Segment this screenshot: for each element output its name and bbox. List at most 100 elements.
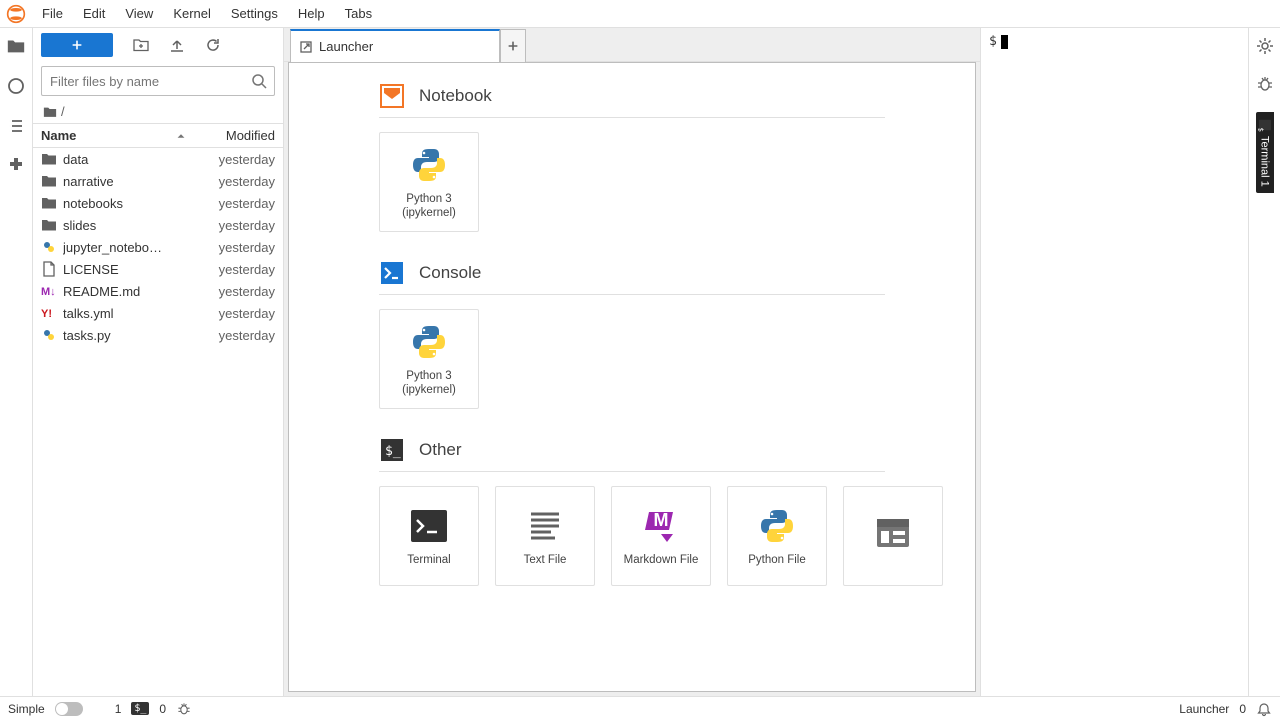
launcher-card[interactable]: Python File: [727, 486, 827, 586]
launcher-section-other: Other Terminal Text File Markdown File P…: [379, 437, 975, 586]
file-modified: yesterday: [219, 174, 275, 189]
property-inspector-icon[interactable]: [1255, 36, 1275, 56]
file-modified: yesterday: [219, 218, 275, 233]
file-icon: [41, 261, 57, 277]
column-name[interactable]: Name: [41, 128, 195, 143]
toc-icon[interactable]: [6, 116, 26, 136]
running-icon[interactable]: [6, 76, 26, 96]
column-modified[interactable]: Modified: [195, 128, 275, 143]
file-row[interactable]: talks.yml yesterday: [33, 302, 283, 324]
section-header: Notebook: [379, 83, 885, 118]
terminal-pane[interactable]: $: [980, 28, 1248, 696]
tab-launcher[interactable]: Launcher: [290, 29, 500, 62]
terminal-count: 0: [159, 702, 166, 716]
python-icon: [755, 504, 799, 548]
file-browser-toolbar: [33, 28, 283, 62]
card-label: Python 3(ipykernel): [402, 370, 456, 398]
menu-kernel[interactable]: Kernel: [163, 2, 221, 25]
file-modified: yesterday: [219, 240, 275, 255]
file-row[interactable]: tasks.py yesterday: [33, 324, 283, 346]
section-title: Console: [419, 263, 481, 283]
launcher-card[interactable]: [843, 486, 943, 586]
upload-icon[interactable]: [169, 37, 185, 53]
section-header: Console: [379, 260, 885, 295]
other-section-icon: [379, 437, 405, 463]
kernel-count: 1: [115, 702, 122, 716]
launcher-card[interactable]: Terminal: [379, 486, 479, 586]
launcher-card[interactable]: Python 3(ipykernel): [379, 309, 479, 409]
file-list: data yesterday narrative yesterday noteb…: [33, 148, 283, 696]
launcher-section-notebook: Notebook Python 3(ipykernel): [379, 83, 975, 232]
section-title: Notebook: [419, 86, 492, 106]
file-row[interactable]: LICENSE yesterday: [33, 258, 283, 280]
terminal-status-icon: $_: [131, 702, 149, 715]
extensions-icon[interactable]: [6, 156, 26, 176]
file-modified: yesterday: [219, 284, 275, 299]
folder-icon: [41, 151, 57, 167]
menu-settings[interactable]: Settings: [221, 2, 288, 25]
notifications-icon[interactable]: [1256, 701, 1272, 717]
file-row[interactable]: notebooks yesterday: [33, 192, 283, 214]
filter-files-input[interactable]: [41, 66, 275, 96]
card-label: Text File: [524, 554, 567, 568]
new-tab-button[interactable]: [500, 29, 526, 62]
tab-label: Launcher: [319, 39, 373, 54]
file-row[interactable]: data yesterday: [33, 148, 283, 170]
menu-edit[interactable]: Edit: [73, 2, 115, 25]
new-launcher-button[interactable]: [41, 33, 113, 57]
status-right-count: 0: [1239, 702, 1246, 716]
terminal-tab-icon: [1258, 118, 1272, 132]
terminal-tab-vertical[interactable]: Terminal 1: [1256, 112, 1274, 193]
console-section-icon: [379, 260, 405, 286]
menu-tabs[interactable]: Tabs: [335, 2, 382, 25]
file-modified: yesterday: [219, 196, 275, 211]
menu-help[interactable]: Help: [288, 2, 335, 25]
launcher-card[interactable]: Text File: [495, 486, 595, 586]
status-bar: Simple 1 $_ 0 Launcher 0: [0, 696, 1280, 720]
context-icon: [871, 511, 915, 555]
markdown-icon: [41, 283, 57, 299]
file-name: narrative: [63, 174, 213, 189]
file-name: notebooks: [63, 196, 213, 211]
markdown-big-icon: [639, 504, 683, 548]
file-modified: yesterday: [219, 152, 275, 167]
file-row[interactable]: slides yesterday: [33, 214, 283, 236]
file-row[interactable]: README.md yesterday: [33, 280, 283, 302]
debugger-icon[interactable]: [1255, 74, 1275, 94]
file-modified: yesterday: [219, 306, 275, 321]
card-label: Terminal: [407, 554, 450, 568]
launcher-section-console: Console Python 3(ipykernel): [379, 260, 975, 409]
files-icon[interactable]: [6, 36, 26, 56]
breadcrumb[interactable]: /: [33, 100, 283, 123]
breadcrumb-root: /: [61, 104, 65, 119]
section-title: Other: [419, 440, 462, 460]
file-browser: / Name Modified data yesterday narrative…: [33, 28, 284, 696]
lsp-status-icon[interactable]: [176, 701, 192, 717]
file-name: LICENSE: [63, 262, 213, 277]
menu-file[interactable]: File: [32, 2, 73, 25]
folder-icon: [41, 217, 57, 233]
file-name: talks.yml: [63, 306, 213, 321]
file-name: README.md: [63, 284, 213, 299]
file-row[interactable]: narrative yesterday: [33, 170, 283, 192]
launcher-card[interactable]: Python 3(ipykernel): [379, 132, 479, 232]
terminal-icon: [407, 504, 451, 548]
card-label: Markdown File: [624, 554, 699, 568]
yaml-icon: [41, 305, 57, 321]
python-icon: [407, 320, 451, 364]
menubar: FileEditViewKernelSettingsHelpTabs: [0, 0, 1280, 28]
terminal-cursor: [1001, 35, 1008, 49]
launcher-tab-icon: [299, 40, 313, 54]
new-folder-icon[interactable]: [133, 37, 149, 53]
search-icon: [251, 73, 267, 89]
file-name: jupyter_notebo…: [63, 240, 213, 255]
file-modified: yesterday: [219, 328, 275, 343]
launcher-card[interactable]: Markdown File: [611, 486, 711, 586]
file-row[interactable]: jupyter_notebo… yesterday: [33, 236, 283, 258]
simple-mode-toggle[interactable]: [55, 702, 83, 716]
menu-view[interactable]: View: [115, 2, 163, 25]
main-dock: Launcher Notebook Python 3(ipykernel) Co…: [284, 28, 980, 696]
card-label: Python 3(ipykernel): [402, 193, 456, 221]
refresh-icon[interactable]: [205, 37, 221, 53]
jupyter-logo: [4, 2, 28, 26]
